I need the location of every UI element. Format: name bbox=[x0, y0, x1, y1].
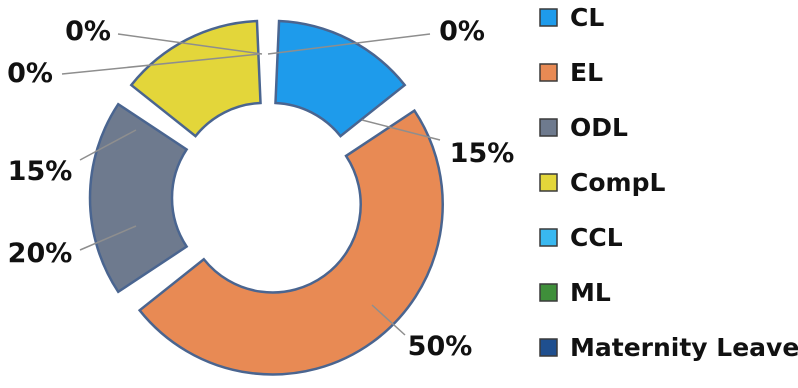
donut-slices bbox=[88, 19, 444, 376]
leader-line-ccl bbox=[267, 33, 431, 55]
leader-line-cl bbox=[361, 119, 441, 141]
data-label-maternity-leave: 0% bbox=[65, 16, 111, 47]
legend: CL EL ODL CompL CCL ML Maternity Leave bbox=[539, 3, 798, 362]
legend-swatch-maternity-leave bbox=[539, 338, 558, 357]
leader-lines bbox=[61, 33, 441, 336]
legend-label-odl: ODL bbox=[570, 113, 628, 142]
leader-line-odl bbox=[79, 225, 137, 251]
data-label-ccl: 0% bbox=[439, 16, 485, 47]
leader-line-ml bbox=[61, 53, 261, 75]
leader-line-compl bbox=[79, 129, 137, 161]
legend-label-el: EL bbox=[570, 58, 603, 87]
leader-line-el bbox=[371, 304, 406, 336]
data-label-compl: 15% bbox=[8, 156, 73, 187]
data-label-cl: 15% bbox=[450, 138, 515, 169]
slice-cl bbox=[274, 19, 407, 138]
leader-line-maternity-leave bbox=[117, 33, 263, 55]
data-label-ml: 0% bbox=[7, 58, 53, 89]
legend-swatch-ml bbox=[539, 283, 558, 302]
data-labels: 15% 50% 20% 15% 0% 0% 0% bbox=[7, 16, 514, 362]
data-label-el: 50% bbox=[408, 331, 473, 362]
legend-swatch-odl bbox=[539, 118, 558, 137]
legend-label-ml: ML bbox=[570, 278, 611, 307]
legend-label-compl: CompL bbox=[570, 168, 665, 197]
legend-swatch-ccl bbox=[539, 228, 558, 247]
slice-odl bbox=[88, 102, 189, 294]
legend-swatch-cl bbox=[539, 8, 558, 27]
legend-label-cl: CL bbox=[570, 3, 604, 32]
data-label-odl: 20% bbox=[8, 238, 73, 269]
legend-label-ccl: CCL bbox=[570, 223, 623, 252]
slice-el bbox=[137, 108, 444, 376]
legend-swatch-compl bbox=[539, 173, 558, 192]
legend-swatch-el bbox=[539, 63, 558, 82]
legend-label-maternity-leave: Maternity Leave bbox=[570, 333, 798, 362]
